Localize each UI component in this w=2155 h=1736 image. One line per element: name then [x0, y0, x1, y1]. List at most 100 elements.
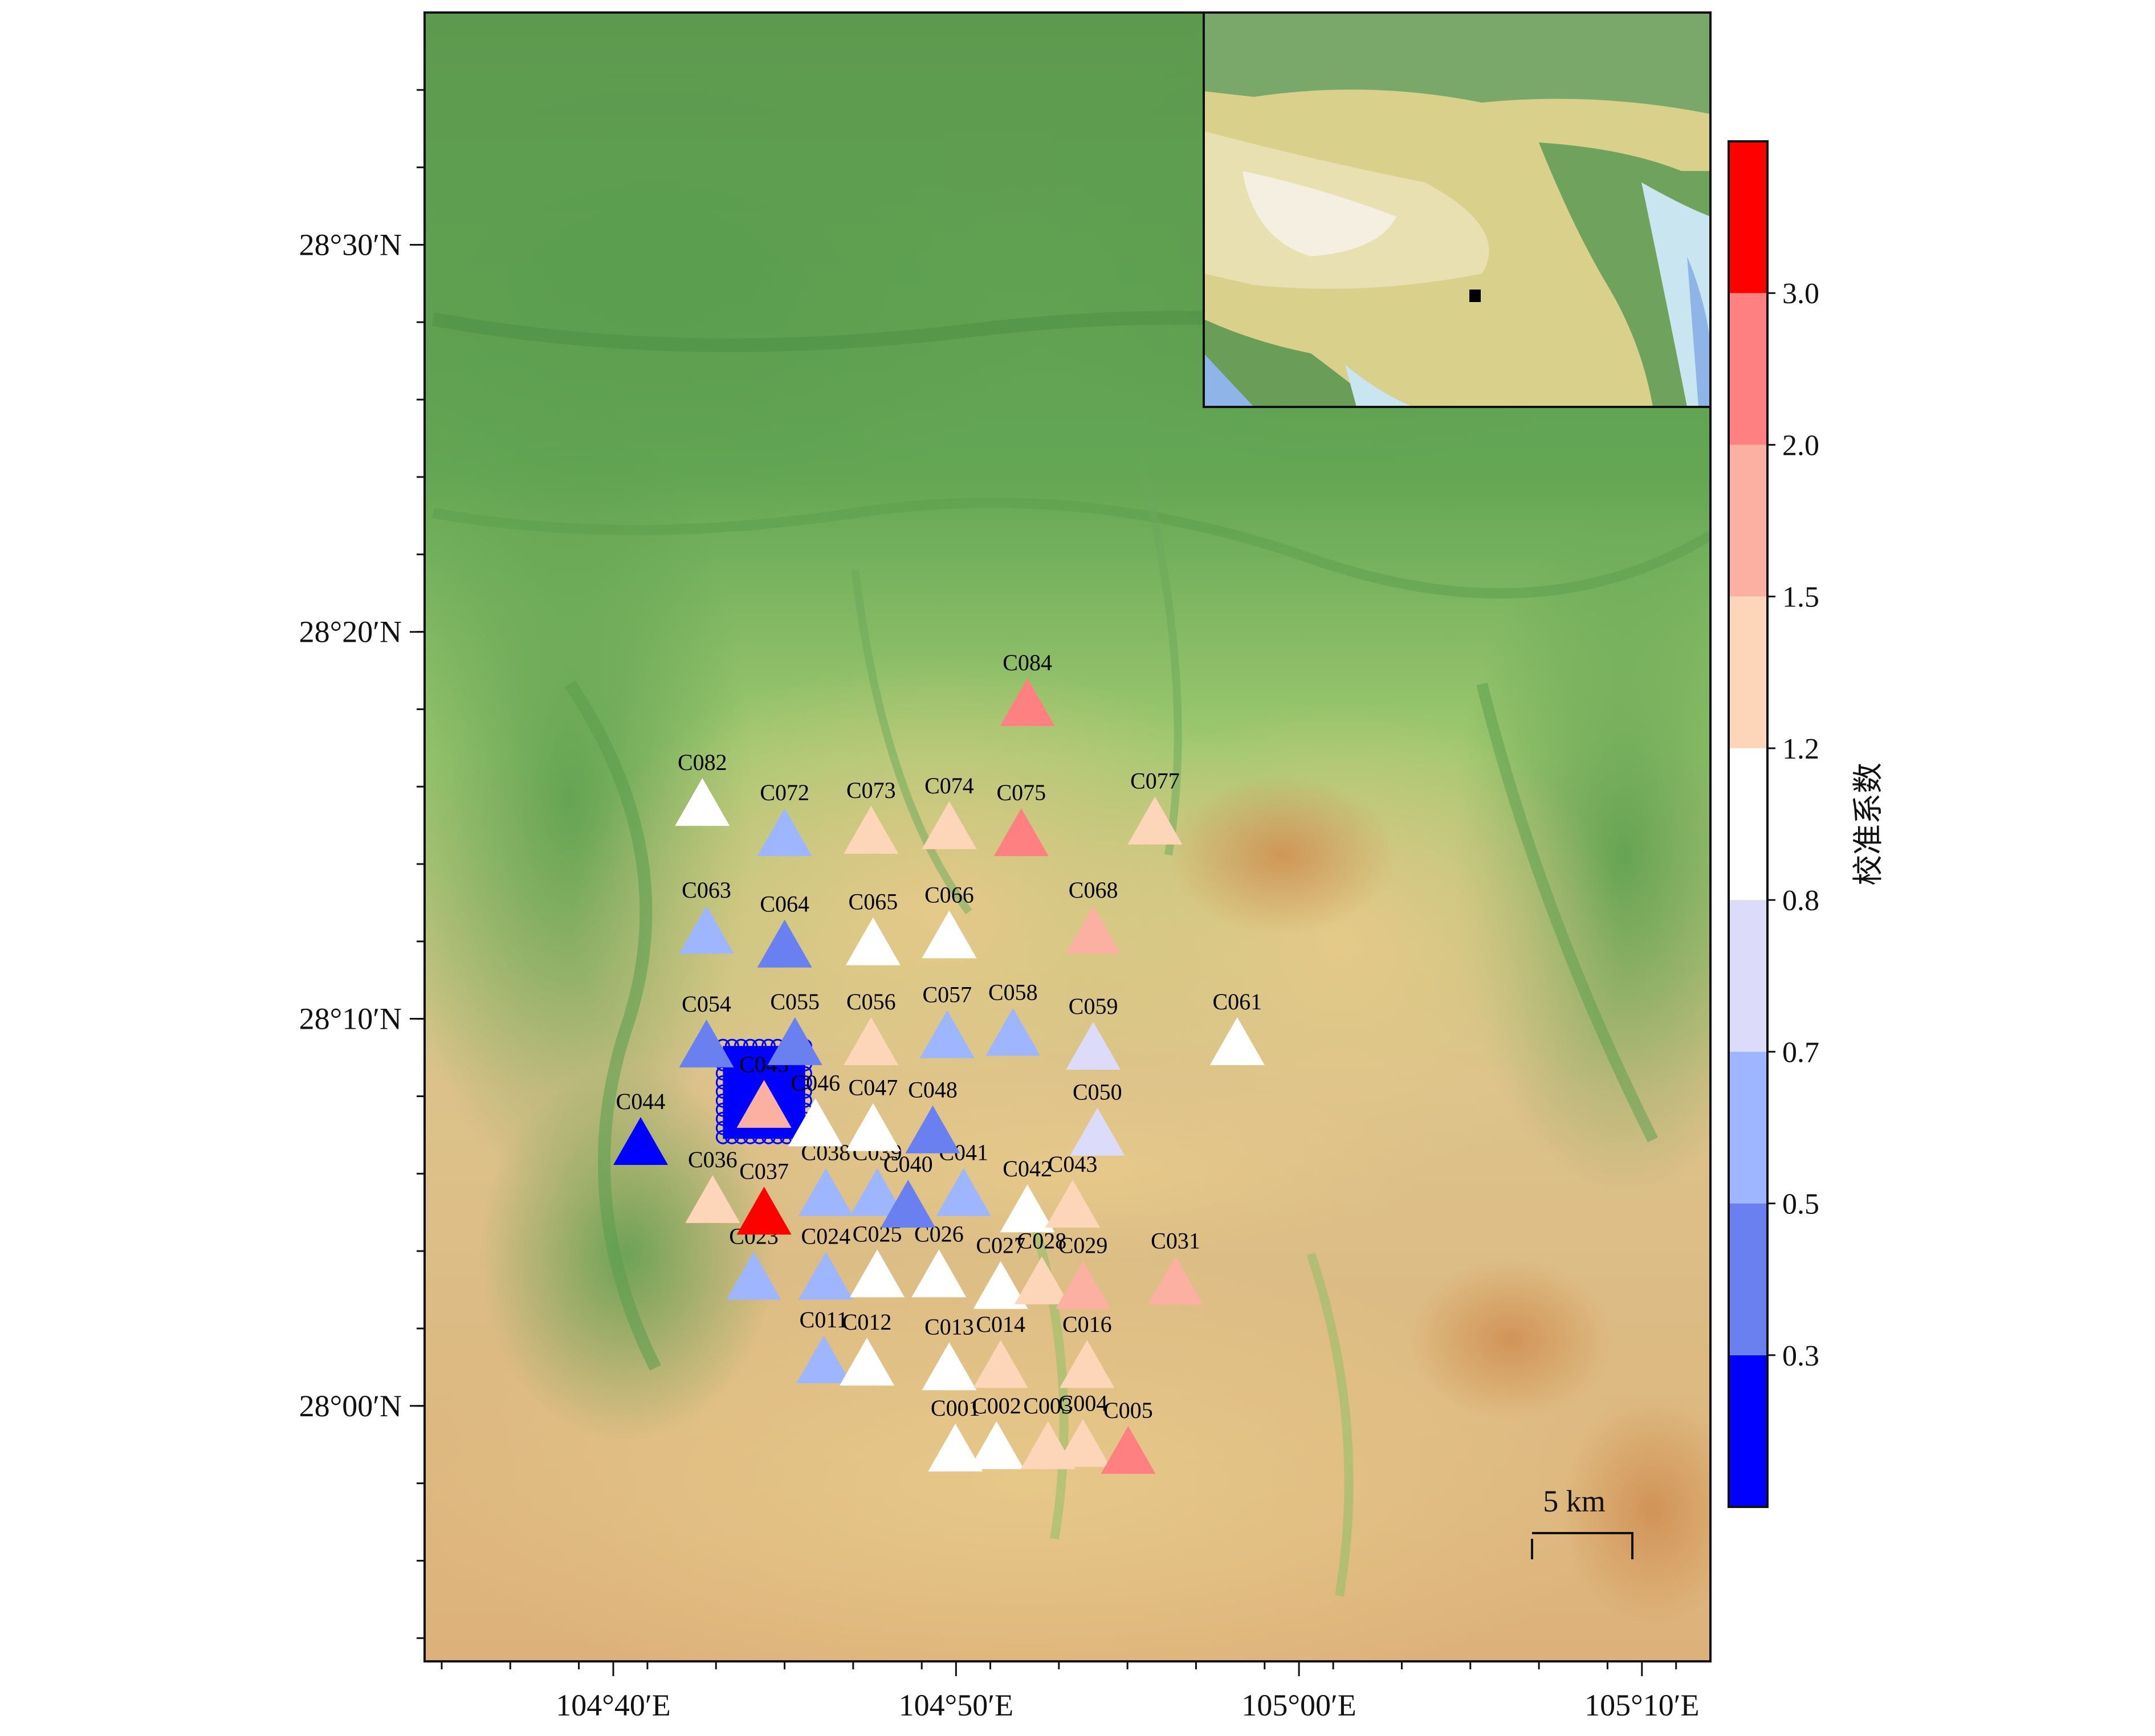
colorbar: 0.3 0.5 0.7 0.8 1.2 1.5 2.0 3.0 校准系数	[1728, 140, 1886, 1508]
station-c042: C042	[1000, 1156, 1055, 1233]
station-marker	[922, 910, 977, 959]
station-label: C011	[800, 1307, 848, 1332]
station-marker	[922, 801, 977, 849]
station-c025: C025	[850, 1221, 905, 1298]
station-marker	[1070, 1107, 1125, 1156]
station-label: C072	[760, 780, 809, 805]
cluster-circle	[779, 1093, 794, 1108]
station-label: C013	[924, 1314, 974, 1339]
station-marker	[844, 806, 899, 854]
colorbar-segment	[1729, 141, 1767, 294]
station-label: C077	[1130, 768, 1180, 794]
station-label: C082	[678, 749, 727, 775]
scale-bar-label: 5 km	[1543, 1484, 1606, 1518]
station-c066: C066	[922, 882, 977, 959]
station-marker	[757, 919, 812, 968]
station-c055: C055	[767, 989, 822, 1065]
station-marker	[973, 1340, 1028, 1388]
station-label: C037	[739, 1158, 789, 1184]
station-marker	[973, 1261, 1028, 1309]
station-c043: C043	[1045, 1151, 1101, 1228]
station-marker	[936, 1168, 991, 1216]
colorbar-segment	[1729, 1355, 1767, 1507]
station-label: C061	[1212, 989, 1262, 1014]
station-marker	[1014, 1256, 1069, 1305]
cluster-circle	[724, 1038, 739, 1053]
station-marker	[798, 1168, 853, 1216]
station-label: C040	[883, 1151, 933, 1177]
station-c024: C024	[798, 1223, 853, 1300]
station-marker	[736, 1187, 792, 1235]
station-c001: C001	[928, 1395, 983, 1472]
station-c050: C050	[1070, 1079, 1125, 1156]
station-label: C057	[922, 982, 972, 1008]
station-marker	[845, 917, 901, 965]
station-marker	[1000, 1184, 1055, 1233]
axis-ticks	[410, 89, 1677, 1676]
station-c054: C054	[679, 991, 734, 1067]
station-label: C084	[1003, 650, 1052, 675]
station-c057: C057	[919, 982, 975, 1058]
cluster-circle	[734, 1057, 748, 1071]
inset-map	[1204, 13, 1710, 407]
station-label: C029	[1058, 1233, 1108, 1258]
cluster-circle	[715, 1075, 730, 1090]
station-c027: C027	[973, 1233, 1028, 1309]
cluster-circle	[724, 1120, 739, 1135]
station-marker	[845, 1103, 901, 1151]
station-marker	[850, 1168, 905, 1216]
cluster-circle	[770, 1075, 785, 1090]
cluster-circle	[761, 1066, 776, 1081]
station-c084: C084	[1000, 650, 1055, 726]
station-marker	[1101, 1425, 1156, 1474]
station-c012: C012	[840, 1309, 895, 1386]
cluster-circle	[779, 1066, 794, 1081]
station-marker	[928, 1423, 983, 1472]
station-marker	[1060, 1340, 1115, 1388]
colorbar-tick-label: 0.3	[1782, 1340, 1819, 1372]
cluster-circle	[724, 1111, 739, 1126]
station-c040: C040	[881, 1151, 936, 1228]
station-c031: C031	[1148, 1228, 1203, 1305]
cluster-circle	[743, 1075, 757, 1090]
station-label: C046	[791, 1070, 840, 1095]
station-label: C066	[924, 882, 974, 907]
station-label: C055	[770, 989, 820, 1014]
station-c014: C014	[973, 1311, 1028, 1388]
cluster-circle	[797, 1066, 812, 1081]
station-marker	[911, 1249, 967, 1298]
station-c047: C047	[845, 1075, 901, 1151]
colorbar-segment	[1729, 293, 1767, 445]
station-label: C036	[688, 1147, 738, 1172]
colorbar-tick-label: 1.2	[1782, 733, 1819, 765]
station-label: C073	[846, 777, 896, 803]
station-marker	[1056, 1261, 1111, 1309]
y-tick-label: 28°30′N	[299, 227, 402, 262]
station-c061: C061	[1209, 989, 1265, 1065]
station-marker	[985, 1008, 1041, 1056]
station-marker	[840, 1338, 895, 1386]
station-marker	[1066, 1021, 1121, 1070]
x-tick-label: 105°10′E	[1584, 1688, 1699, 1722]
cluster-circle	[761, 1130, 776, 1144]
station-label: C048	[908, 1077, 958, 1103]
colorbar-tick-label: 0.8	[1782, 885, 1819, 917]
station-marker	[1045, 1180, 1101, 1228]
station-c016: C016	[1060, 1311, 1115, 1388]
cluster-circle	[797, 1075, 812, 1090]
station-label: C044	[616, 1089, 666, 1114]
station-c029: C029	[1056, 1233, 1111, 1309]
station-marker	[969, 1421, 1024, 1469]
station-c058: C058	[985, 980, 1041, 1056]
scale-bar: 5 km	[1531, 1484, 1633, 1559]
station-marker	[1148, 1256, 1203, 1305]
cluster-circle	[743, 1038, 757, 1053]
station-label: C016	[1062, 1311, 1112, 1337]
station-marker	[767, 1017, 822, 1065]
station-marker	[679, 906, 734, 954]
cluster-circle	[779, 1130, 794, 1144]
cluster-circle	[788, 1066, 803, 1081]
station-c056: C056	[844, 989, 899, 1065]
cluster-circle	[734, 1130, 748, 1144]
